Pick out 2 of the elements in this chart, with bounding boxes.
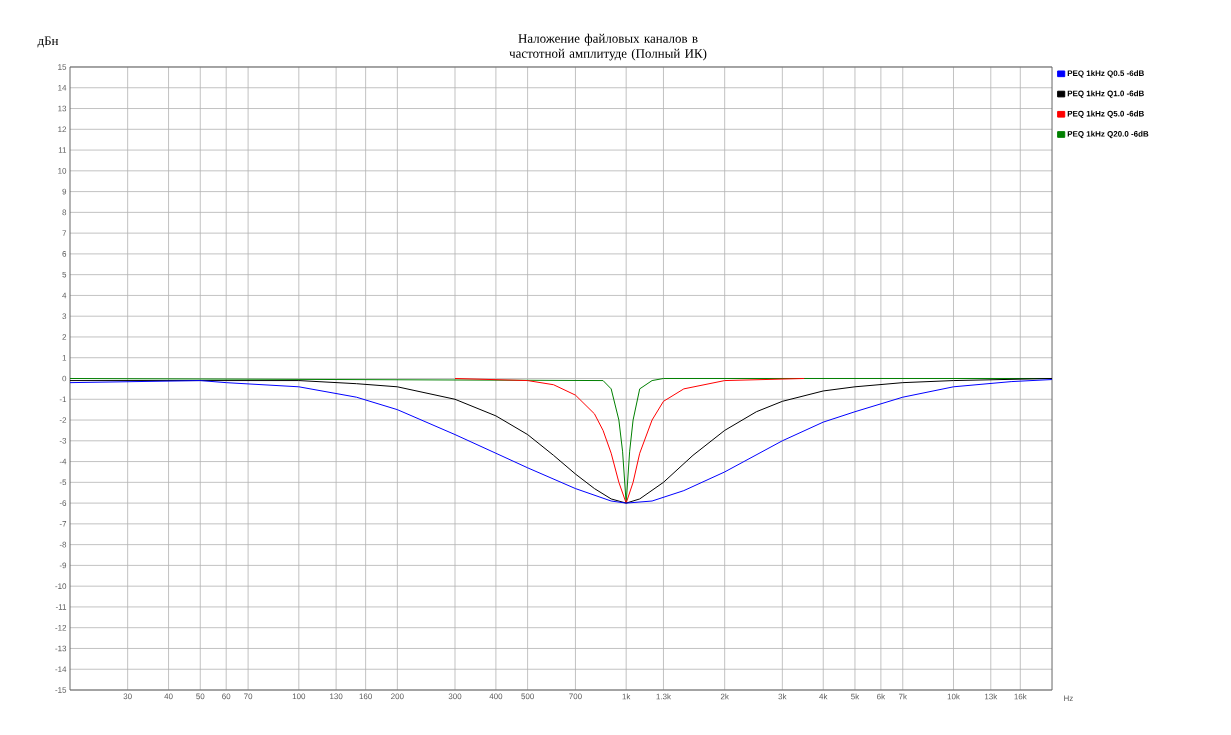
chart-title: Наложение файловых каналов в частотной амплитуде (Полный ИК) (509, 33, 707, 61)
y-axis-title: дБн (37, 36, 59, 48)
